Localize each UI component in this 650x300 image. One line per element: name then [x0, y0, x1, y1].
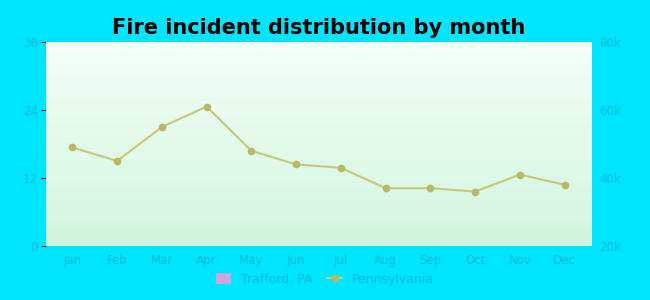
Bar: [418, 178, 443, 246]
Bar: [328, 212, 353, 246]
Bar: [150, 82, 174, 246]
Bar: [463, 155, 488, 246]
Bar: [552, 138, 577, 246]
Title: Fire incident distribution by month: Fire incident distribution by month: [112, 18, 525, 38]
Bar: [105, 104, 129, 246]
Bar: [60, 104, 84, 246]
Bar: [239, 144, 264, 246]
Bar: [284, 127, 309, 246]
Bar: [373, 178, 398, 246]
Text: City-Data.com: City-Data.com: [506, 56, 580, 66]
Legend: Trafford, PA, Pennsylvania: Trafford, PA, Pennsylvania: [211, 268, 439, 291]
Bar: [194, 116, 219, 246]
Bar: [508, 161, 532, 246]
